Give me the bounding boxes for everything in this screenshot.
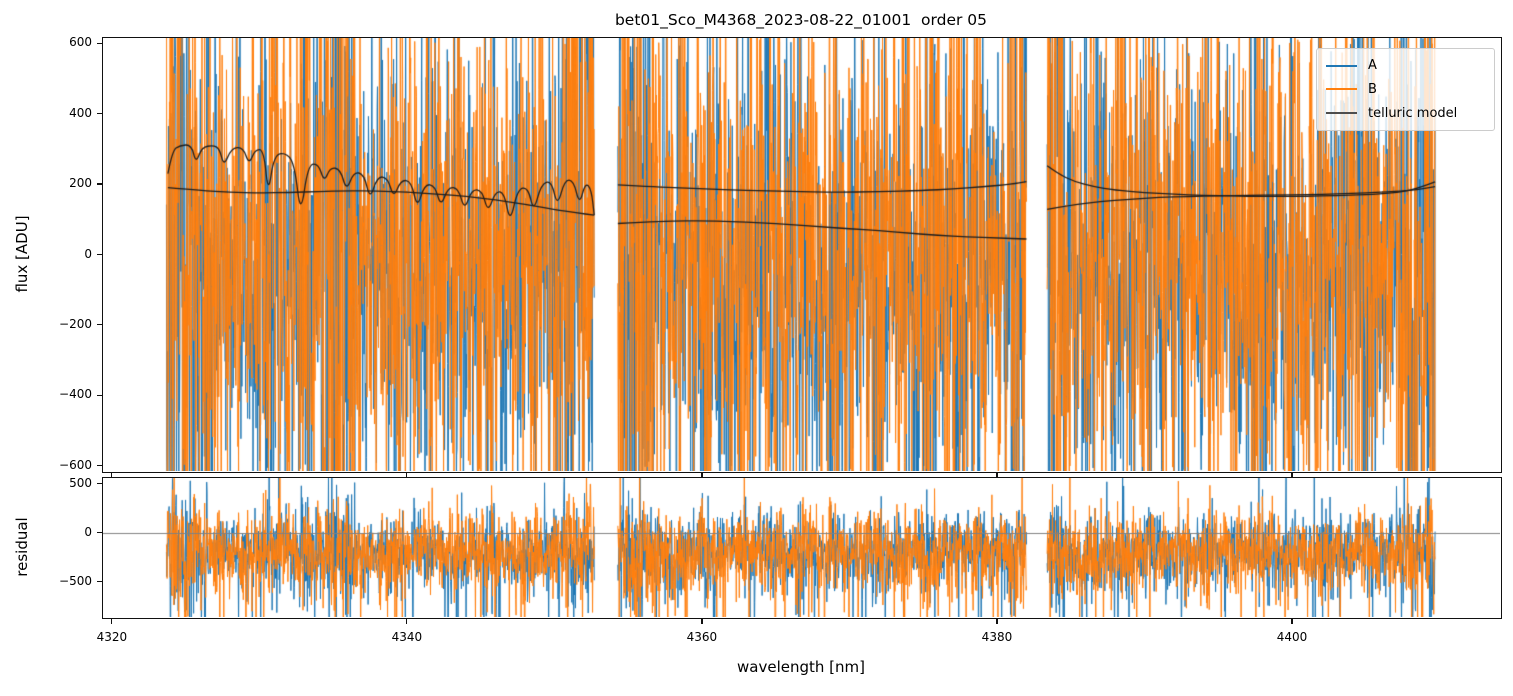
y-tick-mark	[96, 532, 102, 534]
x-tick-mark	[406, 618, 408, 624]
y-tick-label: 0	[84, 246, 92, 261]
flux-axis-label: flux [ADU]	[13, 215, 31, 293]
x-tick-mark	[1291, 618, 1293, 624]
x-tick-label: 4340	[391, 630, 423, 644]
flux-panel	[101, 36, 1502, 473]
x-tick-mark	[1291, 472, 1293, 477]
x-tick-mark	[996, 618, 998, 624]
residual-panel	[101, 476, 1502, 619]
y-tick-label: −200	[59, 316, 92, 331]
y-tick-label: 600	[69, 35, 92, 50]
y-tick-mark	[96, 483, 102, 485]
legend-entry-B: B	[1326, 83, 1485, 96]
x-tick-label: 4400	[1276, 630, 1308, 644]
y-tick-label: 400	[69, 105, 92, 120]
legend-label-A: A	[1368, 58, 1377, 74]
y-tick-mark	[96, 183, 102, 185]
y-tick-label: −600	[59, 457, 92, 472]
legend-label-B: B	[1368, 81, 1377, 97]
y-tick-label: −500	[59, 573, 92, 588]
x-tick-mark	[111, 472, 113, 477]
y-tick-label: 500	[69, 475, 92, 490]
y-tick-mark	[96, 253, 102, 256]
y-tick-label: −400	[59, 387, 92, 402]
x-tick-label: 4380	[981, 630, 1013, 644]
legend-line-sample-A	[1326, 64, 1357, 67]
legend-entry-telluric-model: telluric model	[1326, 107, 1485, 120]
y-tick-mark	[96, 324, 102, 326]
plot-title: bet01_Sco_M4368_2023-08-22_01001 order 0…	[614, 11, 988, 29]
y-tick-mark	[96, 113, 102, 115]
x-tick-mark	[111, 618, 113, 624]
flux-plot-canvas	[102, 37, 1500, 471]
y-tick-mark	[96, 465, 102, 467]
y-tick-mark	[96, 581, 102, 583]
legend-line-sample-B	[1326, 88, 1357, 91]
legend-entry-A: A	[1326, 59, 1485, 72]
y-tick-mark	[96, 394, 102, 396]
residual-axis-label: residual	[13, 517, 31, 577]
legend: A B telluric model	[1316, 48, 1495, 131]
x-axis-label: wavelength [nm]	[737, 658, 865, 676]
y-tick-label: 0	[84, 524, 92, 539]
y-tick-mark	[96, 42, 102, 44]
x-tick-mark	[996, 472, 998, 477]
y-tick-label: 200	[69, 176, 92, 191]
x-tick-label: 4360	[686, 630, 718, 644]
legend-line-sample-telluric	[1326, 112, 1357, 114]
residual-plot-canvas	[102, 477, 1500, 617]
x-tick-mark	[701, 472, 703, 477]
x-tick-label: 4320	[96, 630, 128, 644]
legend-label-telluric: telluric model	[1368, 105, 1458, 121]
x-tick-mark	[701, 618, 703, 624]
x-tick-mark	[406, 472, 408, 477]
